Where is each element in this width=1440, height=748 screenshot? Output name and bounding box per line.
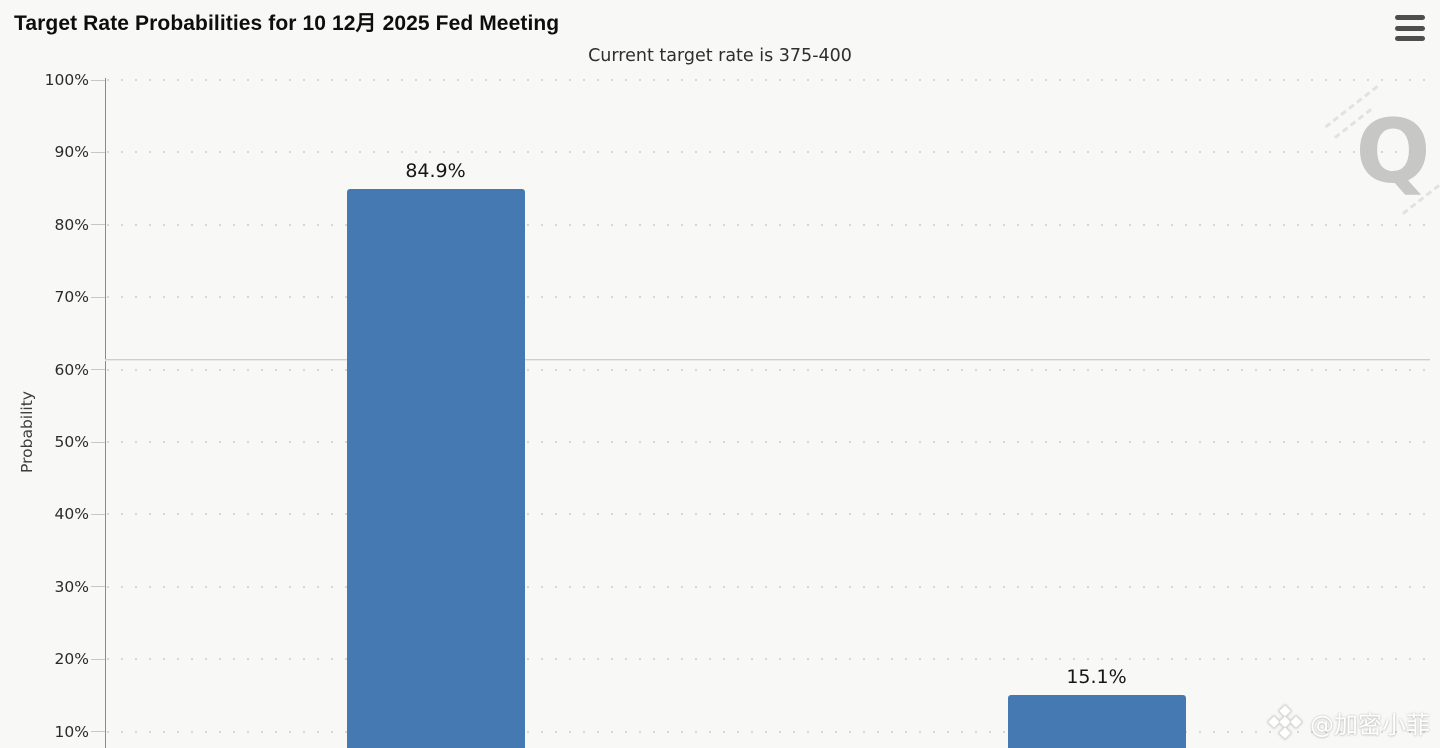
- binance-diamond-icon: [1267, 704, 1303, 740]
- hamburger-icon: [1395, 36, 1425, 41]
- y-gridline: [107, 368, 1427, 371]
- y-tick-label: 80%: [54, 215, 89, 234]
- y-tick-label: 100%: [44, 71, 89, 89]
- y-gridline: [107, 585, 1427, 588]
- y-axis-title: Probability: [18, 391, 36, 473]
- y-gridline: [107, 79, 1427, 81]
- y-gridline: [107, 513, 1427, 516]
- bar-value-label: 84.9%: [405, 160, 466, 183]
- probability-bar: [346, 189, 525, 748]
- y-tick-label: 90%: [54, 143, 89, 162]
- y-tick-mark: [91, 151, 105, 153]
- y-tick-mark: [91, 296, 105, 298]
- y-tick-label: 60%: [54, 360, 89, 379]
- quikstrike-logo-watermark: Q: [1355, 100, 1431, 203]
- y-tick-label: 50%: [54, 433, 89, 451]
- y-tick-mark: [91, 441, 105, 443]
- y-gridline: [107, 296, 1427, 299]
- y-tick-label: 20%: [54, 650, 89, 669]
- reference-line: [105, 358, 1430, 361]
- y-tick-label: 30%: [54, 577, 89, 596]
- page-title: Target Rate Probabilities for 10 12月 202…: [14, 12, 560, 35]
- y-gridline: [107, 151, 1427, 154]
- hamburger-icon: [1395, 15, 1425, 20]
- y-gridline: [107, 441, 1427, 443]
- bar-value-label: 15.1%: [1066, 665, 1127, 688]
- y-tick-mark: [91, 586, 105, 588]
- y-tick-mark: [91, 658, 105, 660]
- menu-button[interactable]: [1395, 14, 1425, 42]
- y-tick-mark: [91, 79, 105, 81]
- plot-area: 100% 90% 80% 70% 60% 50% 40% 30% 20% 10% 84.9% 15.1…: [45, 71, 1430, 748]
- chart-subtitle: Current target rate is 375-400: [588, 46, 852, 66]
- y-gridline: [107, 730, 1427, 733]
- y-gridline: [107, 658, 1427, 661]
- hamburger-icon: [1395, 25, 1425, 31]
- y-gridline: [107, 223, 1427, 226]
- credit-text: @加密小菲: [1310, 710, 1430, 739]
- y-tick-mark: [91, 513, 105, 515]
- y-axis-line: [105, 78, 106, 748]
- y-tick-label: 70%: [54, 288, 89, 307]
- y-tick-mark: [91, 224, 105, 226]
- y-tick-label: 10%: [54, 722, 89, 741]
- credit-watermark: @加密小菲: [1267, 704, 1430, 740]
- y-tick-label: 40%: [54, 505, 89, 524]
- y-tick-mark: [91, 369, 105, 371]
- y-tick-mark: [91, 731, 105, 733]
- probability-bar: [1007, 694, 1186, 748]
